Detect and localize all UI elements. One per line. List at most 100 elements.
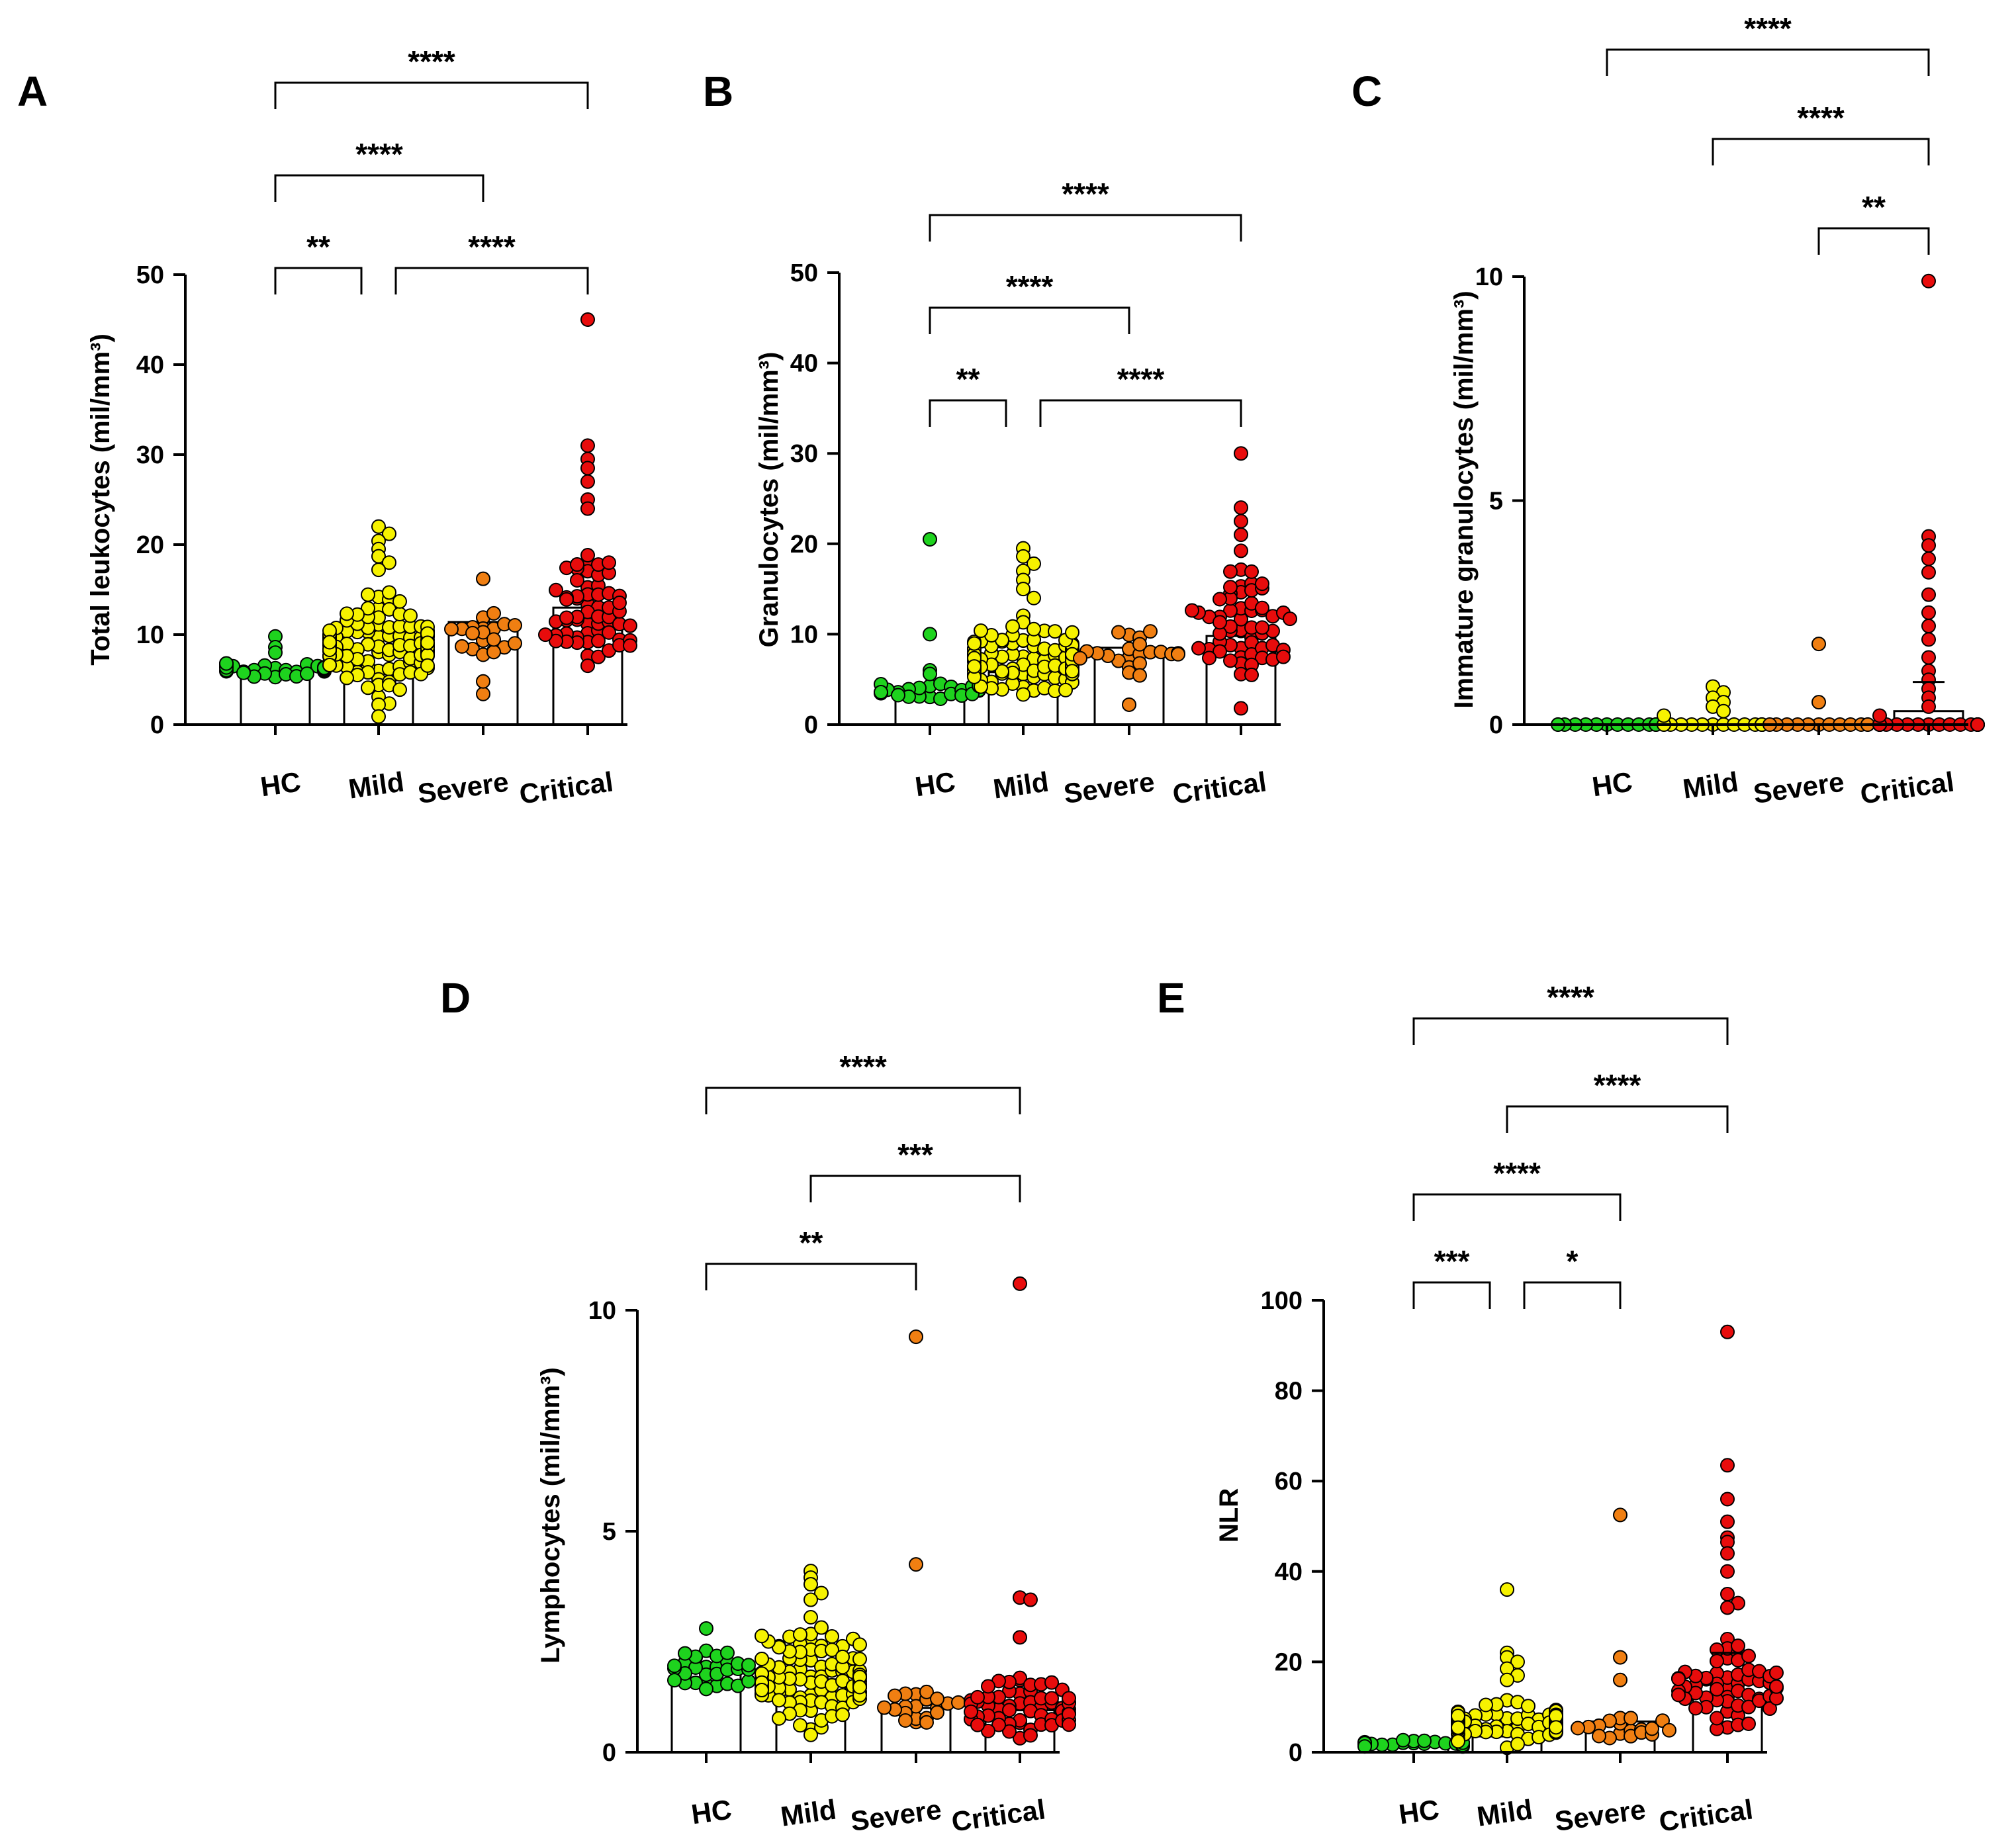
point-severe (919, 1684, 934, 1699)
x-tick-label-critical: Critical (950, 1793, 1048, 1831)
x-tick-label-critical: Critical (1171, 766, 1269, 809)
significance-bracket (274, 267, 363, 294)
point-critical (1710, 1711, 1724, 1726)
point-mild (392, 682, 407, 697)
y-tick-label: 20 (790, 531, 818, 558)
y-tick-label: 0 (804, 711, 818, 739)
significance-label: **** (839, 1049, 887, 1084)
significance-label: ** (956, 362, 980, 396)
point-hc (923, 531, 937, 547)
point-mild (803, 1577, 818, 1592)
point-mild (1549, 1720, 1563, 1735)
point-hc (268, 645, 283, 660)
point-critical (1213, 644, 1227, 659)
point-critical (1921, 650, 1936, 665)
point-critical (1720, 1586, 1735, 1601)
point-critical (1044, 1691, 1059, 1706)
point-mild (340, 606, 354, 621)
point-critical (1741, 1716, 1756, 1731)
point-mild (403, 608, 418, 623)
point-severe (951, 1695, 966, 1710)
point-critical (1002, 1724, 1017, 1739)
point-mild (793, 1718, 807, 1733)
x-tick-label-hc: HC (913, 766, 958, 802)
panel-letter: E (1157, 974, 1185, 1022)
point-critical (1710, 1681, 1724, 1697)
point-severe (1662, 1722, 1676, 1738)
point-critical (591, 633, 606, 648)
point-mild (852, 1637, 867, 1652)
point-critical (1741, 1648, 1756, 1664)
point-severe (877, 1700, 892, 1715)
x-tick-label-hc: HC (1397, 1793, 1442, 1830)
point-critical (1062, 1717, 1076, 1732)
y-tick-label: 40 (136, 351, 164, 379)
point-critical (1234, 701, 1248, 716)
point-mild (1500, 1672, 1514, 1687)
significance-bracket (1606, 48, 1930, 76)
point-critical (549, 633, 563, 648)
point-severe (486, 632, 501, 647)
point-critical (1731, 1638, 1745, 1654)
point-hc (667, 1658, 682, 1674)
point-mild (361, 587, 375, 602)
significance-bracket (1506, 1105, 1729, 1133)
point-critical (1921, 619, 1936, 634)
point-severe (1613, 1507, 1627, 1523)
x-tick-label-mild: Mild (1475, 1793, 1535, 1831)
point-critical (1921, 632, 1936, 647)
point-hc (891, 688, 905, 703)
point-severe (909, 1557, 923, 1572)
y-axis-label: Lymphocytes (mil/mm³) (536, 1367, 565, 1663)
point-critical (1283, 611, 1297, 627)
y-tick-label: 100 (1261, 1287, 1303, 1315)
point-mild (772, 1693, 786, 1708)
point-severe (930, 1691, 944, 1707)
point-critical (1769, 1665, 1784, 1680)
significance-bracket (1039, 399, 1242, 427)
point-hc (1417, 1733, 1432, 1748)
point-severe (930, 1705, 944, 1720)
point-critical (549, 582, 563, 598)
point-critical (1710, 1654, 1724, 1669)
point-critical (1023, 1728, 1038, 1743)
significance-bracket (705, 1087, 1021, 1114)
point-severe (1624, 1711, 1638, 1726)
x-tick-label-mild: Mild (347, 766, 406, 804)
y-tick-label: 10 (1475, 263, 1503, 291)
x-tick-label-severe: Severe (416, 766, 510, 809)
point-critical (1213, 592, 1227, 607)
significance-label: **** (1797, 101, 1845, 135)
x-tick-label-critical: Critical (518, 766, 616, 809)
y-tick-label: 5 (602, 1518, 616, 1546)
point-critical (570, 572, 584, 588)
point-critical (591, 649, 606, 664)
significance-bracket (929, 214, 1242, 242)
significance-bracket (1712, 138, 1930, 165)
panel-b: B Granulocytes (mil/mm³) 0 10 20 30 40 50 HC Mild… (703, 67, 1297, 810)
x-tick-label-mild: Mild (779, 1793, 839, 1831)
point-critical (1234, 543, 1248, 558)
point-mild (322, 658, 337, 673)
x-tick-label-critical: Critical (1858, 766, 1956, 809)
point-mild (755, 1683, 769, 1698)
point-critical (1255, 576, 1269, 592)
point-critical (991, 1717, 1006, 1732)
significance-label: **** (1744, 11, 1792, 46)
point-mild (1716, 703, 1731, 719)
point-mild (772, 1711, 786, 1726)
point-mild (382, 526, 396, 541)
y-axis-label: Granulocytes (mil/mm³) (755, 352, 784, 648)
significance-bracket (929, 306, 1130, 334)
x-tick-label-hc: HC (690, 1793, 734, 1830)
point-mild (1016, 687, 1031, 702)
point-critical (1720, 1514, 1735, 1529)
point-mild (1451, 1734, 1465, 1749)
point-severe (1132, 668, 1147, 683)
point-critical (1223, 653, 1238, 668)
y-tick-label: 40 (790, 350, 818, 378)
point-critical (538, 627, 553, 643)
point-mild (1005, 619, 1020, 634)
point-critical (1769, 1679, 1784, 1694)
point-mild (1027, 590, 1041, 605)
